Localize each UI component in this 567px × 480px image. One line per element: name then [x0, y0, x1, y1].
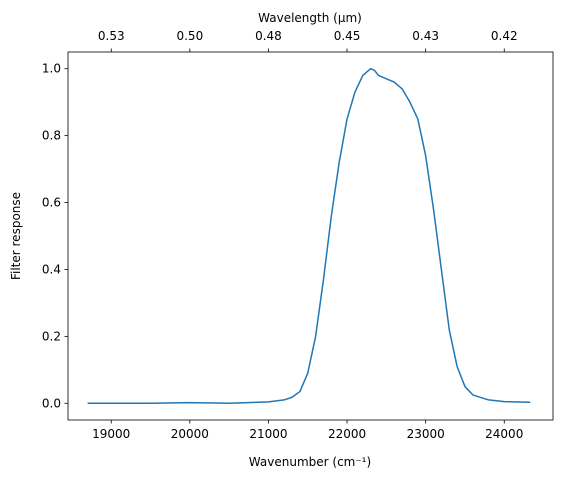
- x2-tick-label: 0.45: [334, 29, 361, 43]
- x2-axis-label: Wavelength (μm): [258, 11, 362, 25]
- x-tick-label: 23000: [407, 427, 445, 441]
- x-axis-label: Wavenumber (cm⁻¹): [249, 455, 371, 469]
- x2-tick-label: 0.48: [255, 29, 282, 43]
- y-tick-label: 0.0: [42, 396, 61, 410]
- line-series: [87, 67, 531, 405]
- x2-tick-label: 0.43: [412, 29, 439, 43]
- x-tick-label: 19000: [92, 427, 130, 441]
- y-tick-label: 0.2: [42, 329, 61, 343]
- y-tick-label: 0.8: [42, 129, 61, 143]
- y-tick-label: 0.6: [42, 196, 61, 210]
- x2-tick-label: 0.50: [176, 29, 203, 43]
- plot-frame: [67, 51, 554, 421]
- x-tick-label: 20000: [171, 427, 209, 441]
- x-tick-label: 24000: [485, 427, 523, 441]
- x2-tick-label: 0.42: [491, 29, 518, 43]
- x2-tick-label: 0.53: [98, 29, 125, 43]
- y-tick-label: 0.4: [42, 262, 61, 276]
- x-tick-label: 22000: [328, 427, 366, 441]
- y-tick-label: 1.0: [42, 62, 61, 76]
- y-axis-label: Filter response: [9, 192, 23, 280]
- x-tick-label: 21000: [249, 427, 287, 441]
